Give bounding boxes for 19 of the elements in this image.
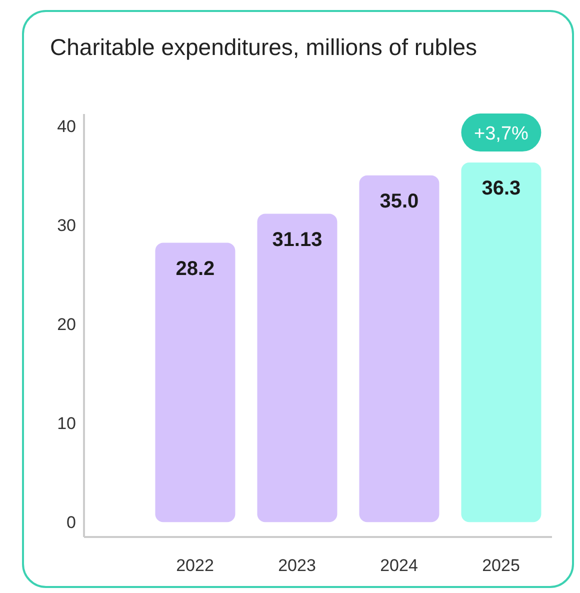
y-tick-label: 30: [57, 216, 76, 235]
x-tick-label: 2025: [482, 556, 520, 576]
bar: [155, 242, 236, 522]
data-label: 31.13: [272, 228, 322, 251]
bar: [257, 214, 338, 522]
y-tick-label: 40: [57, 116, 76, 136]
data-label: 28.2: [176, 258, 215, 280]
bar: [359, 175, 440, 522]
y-tick-label: 20: [57, 315, 76, 334]
chart-title: Charitable expenditures, millions of rubles: [50, 34, 478, 61]
data-label: 35.0: [380, 190, 419, 212]
bar: [461, 162, 542, 522]
y-tick-label: 0: [66, 513, 76, 532]
annotation: +3,7%: [474, 124, 529, 145]
x-tick-label: 2024: [380, 556, 418, 576]
x-tick-label: 2022: [176, 556, 214, 576]
x-tick-label: 2023: [278, 556, 316, 576]
data-label: 36.3: [482, 178, 521, 200]
y-tick-label: 10: [57, 414, 76, 434]
